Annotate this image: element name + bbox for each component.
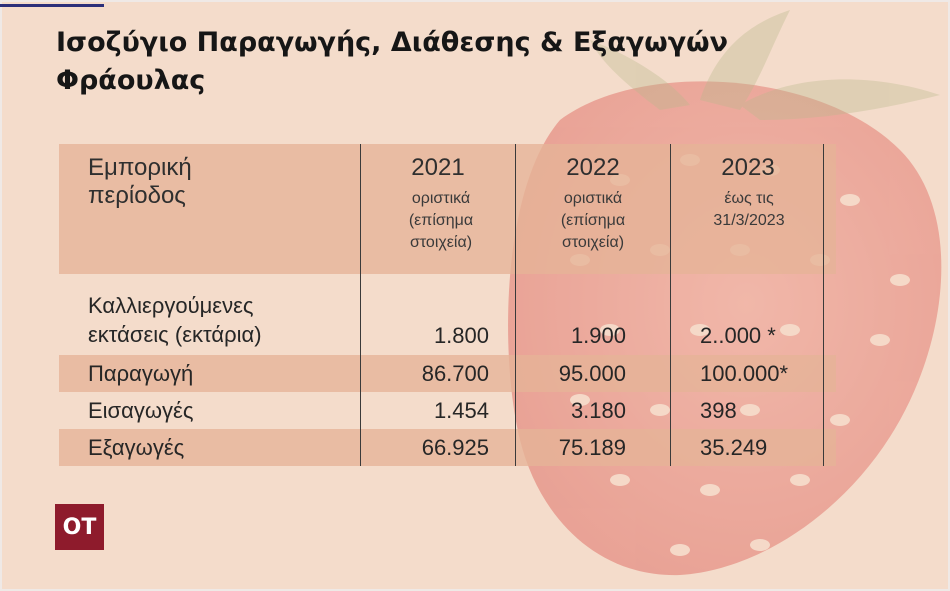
cell-exports-2021: 66.925 <box>421 435 489 460</box>
column-divider <box>823 144 824 466</box>
cell-imports-2023: 398 <box>700 398 737 423</box>
page-title: Ισοζύγιο Παραγωγής, Διάθεσης & Εξαγωγών … <box>56 27 729 96</box>
row-label-production: Παραγωγή <box>88 361 194 386</box>
balance-table: Εμπορική περίοδος 2021 οριστικά (επίσημα… <box>59 144 836 466</box>
row-label-area: Καλλιεργούμενες εκτάσεις (εκτάρια) <box>88 293 262 347</box>
cell-imports-2021: 1.454 <box>433 398 489 423</box>
cell-exports-2023: 35.249 <box>700 435 768 460</box>
column-divider <box>670 144 671 466</box>
column-divider <box>360 144 361 466</box>
header-note-2023: έως τις 31/3/2023 <box>713 190 785 229</box>
row-label-imports: Εισαγωγές <box>88 398 194 423</box>
cell-exports-2022: 75.189 <box>558 435 626 460</box>
cell-area-2022: 1.900 <box>570 323 626 348</box>
header-note-2021: οριστικά (επίσημα στοιχεία) <box>408 190 474 251</box>
header-year-2021: 2021 <box>411 154 465 181</box>
cell-production-2021: 86.700 <box>421 361 489 386</box>
cell-production-2023: 100.000* <box>700 361 789 386</box>
row-band-exports <box>59 429 836 466</box>
header-year-2023: 2023 <box>721 154 775 181</box>
header-year-2022: 2022 <box>566 154 620 181</box>
cell-area-2023: 2..000 * <box>700 323 776 348</box>
row-label-exports: Εξαγωγές <box>88 435 185 460</box>
accent-line <box>0 4 104 7</box>
cell-production-2022: 95.000 <box>558 361 626 386</box>
header-label: Εμπορική περίοδος <box>88 154 192 209</box>
row-band-production <box>59 355 836 392</box>
cell-area-2021: 1.800 <box>433 323 489 348</box>
header-band <box>59 144 836 274</box>
column-divider <box>515 144 516 466</box>
cell-imports-2022: 3.180 <box>570 398 626 423</box>
header-note-2022: οριστικά (επίσημα στοιχεία) <box>560 190 626 251</box>
ot-logo: OT <box>55 504 104 550</box>
